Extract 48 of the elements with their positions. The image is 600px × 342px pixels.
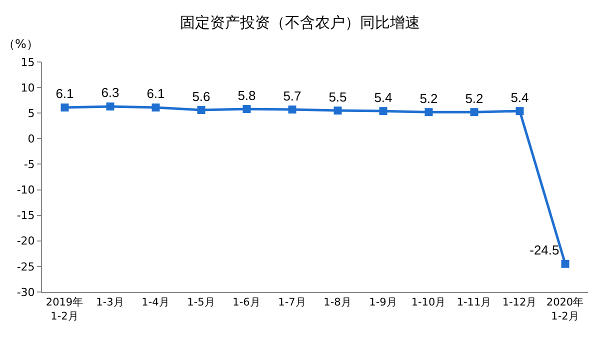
x-tick-label: 2020年 1-2月 <box>546 296 584 322</box>
point <box>379 107 388 116</box>
x-tick-label: 1-4月 <box>142 296 170 309</box>
point <box>288 106 296 114</box>
y-tick-label: -5 <box>24 158 35 172</box>
y-axis-title: （%） <box>3 37 38 51</box>
data-label: 5.7 <box>283 88 302 104</box>
x-tick-label: 1-5月 <box>187 296 216 309</box>
data-label: 5.6 <box>192 88 210 104</box>
data-label: 5.4 <box>510 90 529 105</box>
point <box>334 106 342 115</box>
x-tick-label: 1-10月 <box>411 296 446 309</box>
x-tick-label: 1-11月 <box>456 296 492 309</box>
data-label: 6.1 <box>56 86 74 102</box>
data-label: 6.1 <box>146 86 165 102</box>
y-tick-label: 15 <box>20 56 35 69</box>
x-tick-label: 1-8月 <box>324 296 352 309</box>
point <box>152 103 160 112</box>
y-tick-label: 5 <box>28 106 35 120</box>
x-tick-label: 1-3月 <box>96 296 124 309</box>
x-tick-label: 1-9月 <box>369 296 398 309</box>
y-tick-label: -25 <box>16 260 35 274</box>
point <box>516 107 524 116</box>
data-label: -24.5 <box>530 242 560 258</box>
chart-title: 固定资产投资（不含农户）同比增速 <box>180 14 420 32</box>
data-label: 5.2 <box>420 90 438 106</box>
x-tick-label: 1-12月 <box>502 296 538 309</box>
y-tick-label: 0 <box>28 132 35 146</box>
point <box>470 108 478 116</box>
x-tick-label: 1-6月 <box>232 296 261 309</box>
x-tick-label: 1-7月 <box>278 296 306 309</box>
point <box>424 108 433 116</box>
x-tick-label: 2019年 1-2月 <box>46 296 84 322</box>
point <box>561 260 570 268</box>
data-label: 5.8 <box>238 88 256 103</box>
data-label: 5.2 <box>465 90 484 106</box>
point <box>106 102 114 110</box>
point <box>242 105 251 114</box>
y-tick-label: -30 <box>16 286 35 299</box>
data-label: 6.3 <box>101 85 120 100</box>
y-tick-label: 10 <box>20 81 35 94</box>
y-tick-label: -20 <box>16 234 35 248</box>
point <box>60 103 69 112</box>
data-label: 5.4 <box>374 90 392 105</box>
point <box>197 106 206 114</box>
y-tick-label: -10 <box>16 184 35 197</box>
y-tick-label: -15 <box>16 209 35 222</box>
data-label: 5.5 <box>328 89 347 104</box>
